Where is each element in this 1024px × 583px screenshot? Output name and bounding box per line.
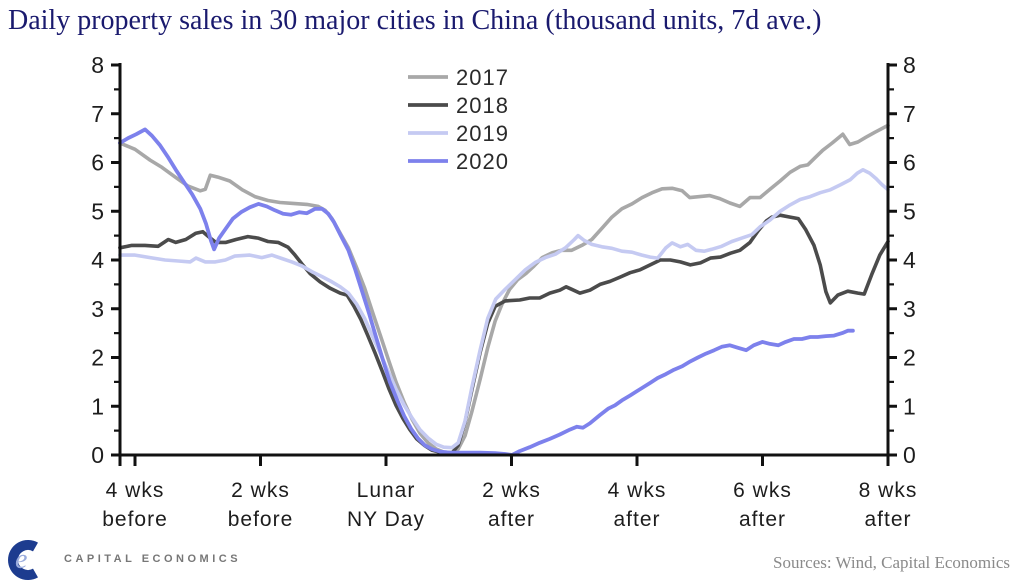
x-tick-label-0-line1: 4 wks (106, 479, 165, 502)
y-tick-label-right-6: 6 (903, 150, 917, 176)
y-tick-label-left-0: 0 (91, 442, 105, 468)
y-tick-label-right-2: 2 (903, 345, 917, 371)
logo-c-shape (8, 540, 38, 580)
y-tick-label-right-5: 5 (903, 198, 917, 224)
x-tick-label-1-line2: before (228, 508, 294, 531)
x-tick-label-3-line2: after (488, 508, 535, 531)
capital-economics-logo: e (8, 540, 38, 580)
y-tick-label-left-7: 7 (91, 101, 105, 127)
y-tick-label-right-4: 4 (903, 247, 917, 273)
brand: e CAPITAL ECONOMICS (4, 538, 241, 580)
y-tick-label-left-8: 8 (91, 52, 105, 78)
y-tick-label-right-0: 0 (903, 442, 917, 468)
y-tick-label-left-6: 6 (91, 150, 105, 176)
y-tick-label-left-5: 5 (91, 198, 105, 224)
y-tick-label-right-8: 8 (903, 52, 917, 78)
sources-text: Sources: Wind, Capital Economics (773, 553, 1010, 572)
legend-label-2018: 2018 (456, 93, 509, 118)
y-tick-label-right-7: 7 (903, 101, 917, 127)
x-tick-label-1-line1: 2 wks (231, 479, 290, 502)
x-tick-label-6-line2: after (864, 508, 911, 531)
y-tick-label-left-4: 4 (91, 247, 105, 273)
x-tick-label-6-line1: 8 wks (859, 479, 918, 502)
y-tick-label-right-3: 3 (903, 296, 917, 322)
chart-title: Daily property sales in 30 major cities … (8, 5, 822, 36)
x-tick-label-4-line1: 4 wks (608, 479, 667, 502)
footer: e CAPITAL ECONOMICS Sources: Wind, Capit… (0, 537, 1024, 583)
y-tick-label-left-3: 3 (91, 296, 105, 322)
legend-label-2020: 2020 (456, 149, 509, 174)
series-line-2020 (118, 127, 855, 457)
legend-label-2019: 2019 (456, 121, 509, 146)
x-tick-label-2-line1: Lunar (357, 479, 416, 502)
x-tick-label-2-line2: NY Day (347, 508, 425, 531)
x-tick-label-3-line1: 2 wks (482, 479, 541, 502)
brand-name: CAPITAL ECONOMICS (64, 553, 242, 565)
series-line-2018 (118, 213, 890, 455)
x-tick-label-0-line2: before (102, 508, 168, 531)
series-line-2019 (118, 168, 890, 450)
legend-label-2017: 2017 (456, 65, 509, 90)
x-tick-label-4-line2: after (613, 508, 660, 531)
x-tick-label-5-line1: 6 wks (733, 479, 792, 502)
y-tick-label-right-1: 1 (903, 393, 917, 419)
x-tick-label-5-line2: after (739, 508, 786, 531)
y-tick-label-left-1: 1 (91, 393, 105, 419)
chart-canvas: 0 0 1 1 2 2 3 3 4 4 5 5 6 6 7 7 8 8 4 wks before 2 wks before… (91, 52, 918, 531)
y-tick-label-left-2: 2 (91, 345, 105, 371)
logo-e-glyph: e (15, 544, 27, 575)
